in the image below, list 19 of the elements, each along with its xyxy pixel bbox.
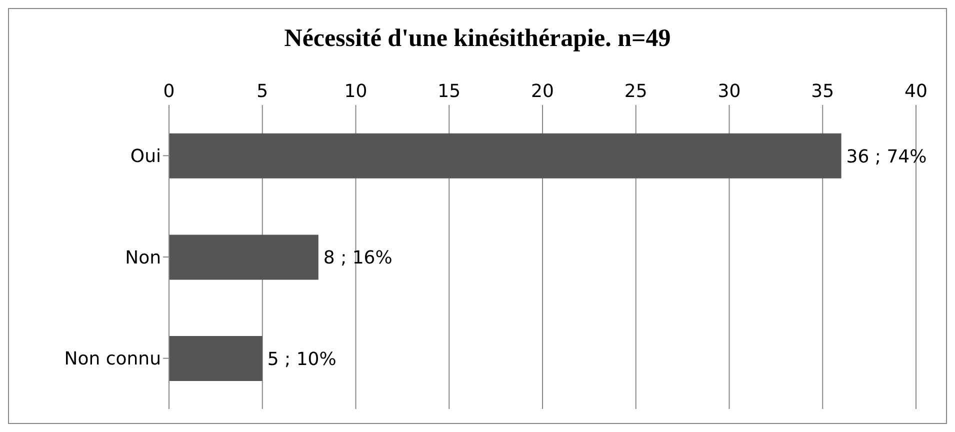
data-label: 36 ; 74% — [846, 146, 927, 168]
x-tick-label: 35 — [811, 81, 834, 102]
y-tick-label: Non — [125, 247, 161, 268]
x-tick-label: 25 — [624, 81, 648, 102]
bar — [169, 234, 318, 280]
x-tick-label: 10 — [344, 81, 368, 102]
x-tick-label: 30 — [718, 81, 741, 102]
x-tick-label: 5 — [256, 81, 268, 102]
y-tick-label: Oui — [130, 146, 161, 168]
x-tick-label: 15 — [438, 81, 461, 102]
chart-title: Nécessité d'une kinésithérapie. n=49 — [283, 25, 672, 53]
data-label: 5 ; 10% — [267, 348, 336, 370]
x-tick-label: 0 — [163, 81, 175, 102]
y-tick-label: Non connu — [64, 348, 161, 370]
bar — [169, 133, 842, 178]
bar — [169, 336, 262, 382]
x-tick-label: 40 — [904, 81, 928, 102]
x-tick-label: 20 — [531, 81, 554, 102]
data-label: 8 ; 16% — [323, 248, 392, 269]
